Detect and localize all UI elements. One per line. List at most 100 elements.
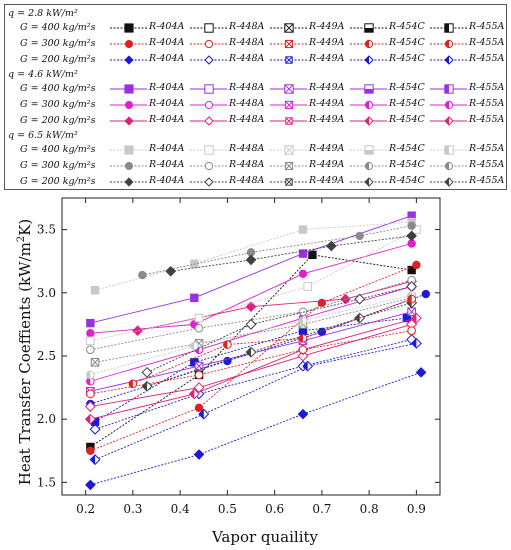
legend-entry: R-449A [269, 143, 369, 156]
legend-entry-label: R-449A [309, 114, 345, 125]
legend-marker-icon [124, 23, 134, 33]
legend-entry: R-454C [349, 21, 449, 34]
data-point [190, 341, 199, 351]
series-line [132, 298, 412, 385]
legend: q = 2.8 kW/m² G = 400 kg/m²s R-404A R-448A R… [4, 4, 507, 190]
legend-entry: R-454C [349, 114, 449, 127]
data-point [89, 454, 101, 466]
series-line [90, 317, 417, 420]
legend-entry-label: R-455A [469, 143, 505, 154]
legend-entry: R-454C [349, 37, 449, 50]
data-point [297, 350, 309, 362]
legend-marker-icon [364, 23, 374, 33]
data-point [85, 479, 96, 491]
legend-marker-icon [364, 161, 374, 171]
x-tick-label: 0.3 [123, 502, 142, 516]
legend-entry-label: R-448A [229, 21, 265, 32]
legend-entry: R-454C [349, 53, 449, 66]
data-point [406, 230, 417, 242]
x-tick-label: 0.7 [312, 502, 331, 516]
data-point [90, 357, 100, 367]
legend-entry: R-448A [189, 98, 289, 111]
legend-row-label: G = 300 kg/m²s [20, 160, 96, 171]
legend-entry: R-404A [109, 82, 209, 95]
data-point [190, 259, 199, 268]
data-point [86, 336, 95, 346]
legend-marker-icon [444, 23, 454, 33]
data-point [194, 370, 204, 380]
legend-entry: R-454C [349, 98, 449, 111]
legend-entry: R-404A [109, 159, 209, 172]
data-point [245, 318, 257, 330]
legend-marker-icon [124, 145, 134, 155]
legend-marker-icon [204, 116, 214, 126]
legend-entry: R-455A [429, 98, 511, 111]
legend-marker-icon [364, 39, 374, 49]
legend-entry-label: R-454C [389, 82, 425, 93]
data-point [303, 282, 312, 291]
legend-marker-icon [284, 100, 294, 110]
data-point [298, 307, 308, 317]
legend-entry-label: R-449A [309, 21, 345, 32]
legend-entry-label: R-404A [149, 114, 185, 125]
data-point [245, 254, 257, 266]
data-point [223, 340, 232, 349]
legend-entry-label: R-448A [229, 159, 265, 170]
legend-entry: R-404A [109, 114, 209, 127]
legend-entry: R-449A [269, 175, 369, 188]
legend-entry: R-448A [189, 21, 289, 34]
data-point [141, 366, 153, 378]
data-point [415, 367, 427, 378]
y-tick-label: 3.5 [37, 223, 56, 237]
legend-marker-icon [364, 177, 374, 187]
axes: 0.2 0.3 0.4 0.5 0.6 0.7 0.8 0.9 1.5 2.0 2.5 3.0 3.5 [37, 197, 441, 516]
series [85, 367, 427, 491]
legend-entry: R-448A [189, 159, 289, 172]
data-point [188, 388, 200, 400]
x-tick-label: 0.4 [171, 502, 190, 516]
data-point [355, 231, 364, 241]
legend-entry-label: R-404A [149, 175, 185, 186]
legend-entry-label: R-404A [149, 143, 185, 154]
legend-entry-label: R-454C [389, 175, 425, 186]
legend-entry-label: R-404A [149, 37, 185, 48]
legend-entry-label: R-455A [469, 21, 505, 32]
legend-entry: R-455A [429, 21, 511, 34]
legend-marker-icon [444, 177, 454, 187]
legend-marker-icon [364, 100, 374, 110]
y-tick-label: 1.5 [37, 475, 56, 489]
data-point [298, 345, 308, 354]
data-point [402, 313, 412, 323]
y-tick-label: 2.0 [37, 412, 56, 426]
legend-group-title: q = 4.6 kW/m² [8, 69, 78, 80]
legend-entry: R-448A [189, 53, 289, 66]
legend-entry: R-449A [269, 114, 369, 127]
legend-entry-label: R-454C [389, 143, 425, 154]
data-point [245, 301, 257, 313]
legend-marker-icon [204, 39, 214, 49]
legend-group-title: q = 6.5 kW/m² [8, 130, 78, 141]
legend-row-label: G = 300 kg/m²s [20, 99, 96, 110]
series-line [94, 221, 412, 291]
legend-entry: R-455A [429, 82, 511, 95]
series-line [94, 317, 407, 423]
legend-marker-icon [364, 55, 374, 65]
legend-entry-label: R-404A [149, 21, 185, 32]
data-point [90, 286, 100, 295]
legend-marker-icon [284, 84, 294, 94]
series [128, 294, 416, 389]
x-tick-label: 0.8 [360, 502, 379, 516]
legend-entry: R-455A [429, 53, 511, 66]
legend-entry-label: R-404A [149, 159, 185, 170]
data-point [407, 326, 416, 336]
legend-marker-icon [444, 100, 454, 110]
data-point [86, 318, 95, 328]
legend-entry: R-449A [269, 98, 369, 111]
x-tick-label: 0.5 [218, 502, 237, 516]
legend-row-label: G = 400 kg/m²s [20, 22, 96, 33]
data-point [298, 316, 308, 325]
series-line [90, 294, 412, 376]
data-point [128, 379, 138, 389]
legend-entry-label: R-448A [229, 98, 265, 109]
data-point [297, 408, 309, 420]
